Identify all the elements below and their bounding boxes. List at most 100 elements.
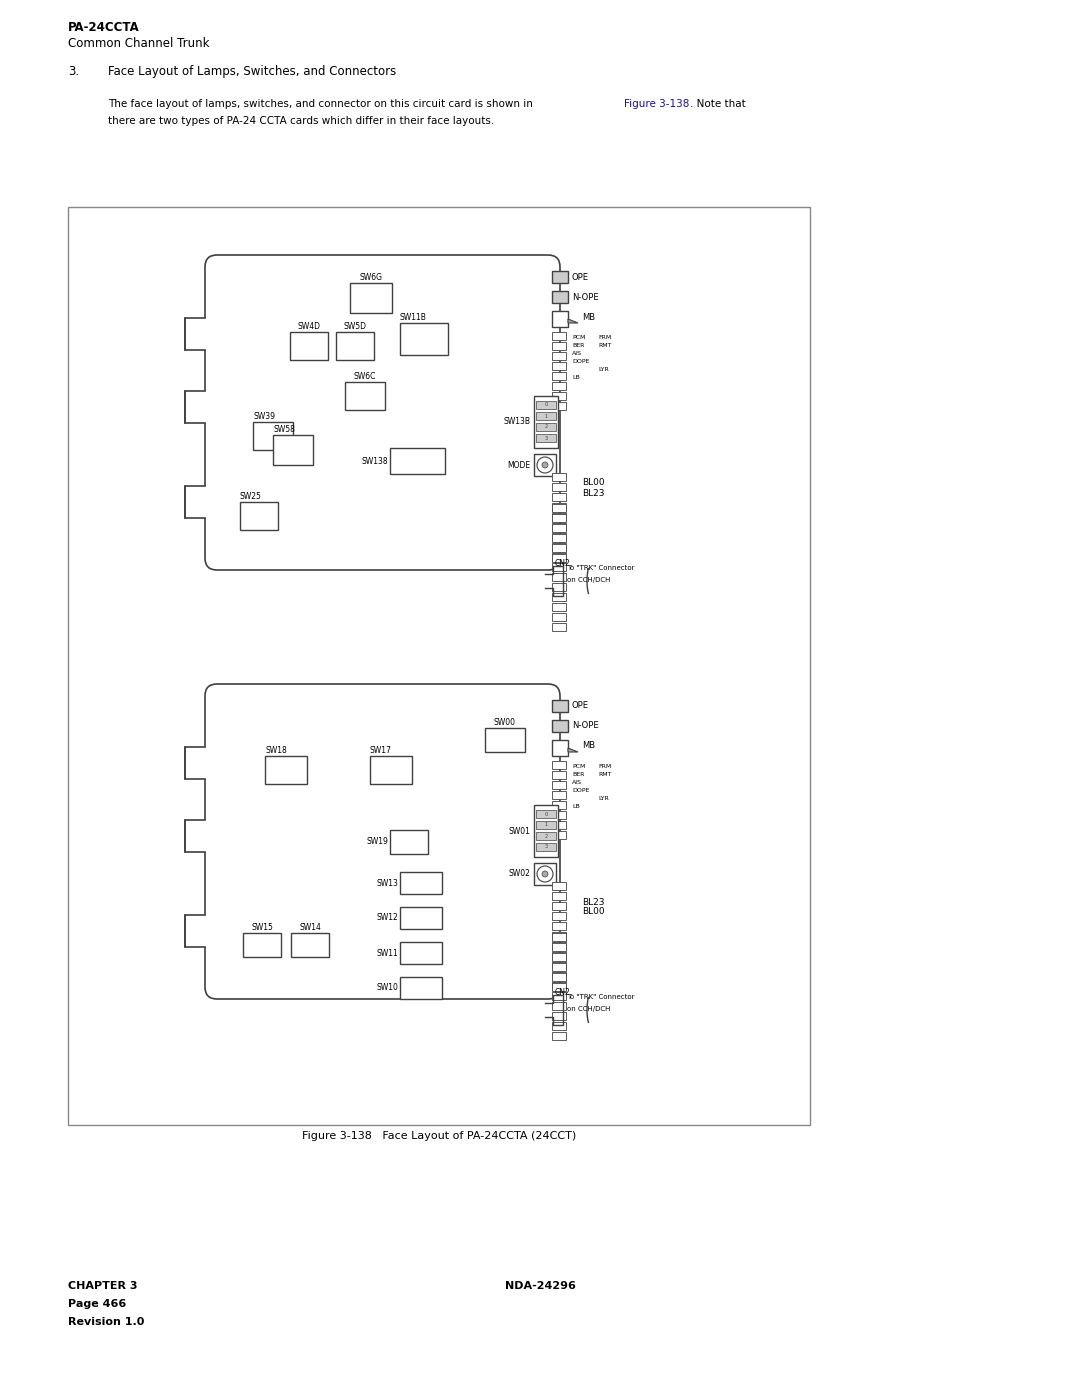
Bar [552, 613, 566, 622]
Text: The face layout of lamps, switches, and connector on this circuit card is shown : The face layout of lamps, switches, and … [108, 99, 536, 109]
FancyBboxPatch shape [205, 256, 561, 570]
Text: SW11B: SW11B [400, 313, 427, 321]
Bar [536, 434, 556, 441]
Bar [536, 412, 556, 420]
Text: SW25: SW25 [240, 492, 261, 502]
Bar [68, 207, 810, 1125]
Bar [204, 391, 226, 423]
Bar [534, 454, 556, 476]
Bar [552, 800, 566, 809]
Bar [204, 747, 226, 780]
Bar [552, 740, 568, 756]
Bar [552, 514, 566, 522]
Bar [253, 422, 293, 450]
Bar [552, 791, 566, 799]
Text: 3: 3 [544, 845, 548, 849]
Text: OPE: OPE [572, 272, 589, 282]
Bar [400, 907, 442, 929]
Text: SW58: SW58 [273, 425, 295, 434]
Text: RMT: RMT [598, 344, 611, 348]
Bar [552, 1002, 566, 1010]
Bar [552, 771, 566, 780]
Text: 3.: 3. [68, 66, 79, 78]
Text: SW01: SW01 [508, 827, 530, 835]
Bar [345, 381, 384, 409]
Bar [536, 821, 556, 828]
Circle shape [542, 870, 548, 877]
Polygon shape [568, 747, 578, 752]
Bar [552, 504, 566, 511]
Text: To "TRK" Connector: To "TRK" Connector [567, 995, 635, 1000]
Bar [552, 534, 566, 541]
Text: Common Channel Trunk: Common Channel Trunk [68, 36, 210, 50]
Bar [552, 583, 566, 591]
Text: BL00: BL00 [582, 478, 605, 488]
Bar [370, 756, 411, 784]
Text: Figure 3-138: Figure 3-138 [624, 99, 689, 109]
Bar [552, 983, 566, 990]
Bar [552, 992, 566, 1000]
Bar [536, 833, 556, 840]
Bar [534, 805, 558, 856]
Text: 1: 1 [544, 823, 548, 827]
Bar [552, 953, 566, 961]
FancyBboxPatch shape [205, 685, 561, 999]
Bar [552, 381, 566, 390]
Text: BER: BER [572, 344, 584, 348]
Bar [552, 963, 566, 970]
Text: SW14: SW14 [299, 923, 321, 932]
Text: Page 466: Page 466 [68, 1299, 126, 1309]
Bar [552, 943, 566, 951]
Bar [552, 352, 566, 360]
Text: . Note that: . Note that [690, 99, 746, 109]
Bar [552, 963, 566, 971]
Bar [552, 719, 568, 732]
Bar [552, 902, 566, 909]
Text: SW10: SW10 [376, 983, 399, 992]
Text: 0: 0 [544, 402, 548, 408]
Bar [552, 821, 566, 828]
Text: DOPE: DOPE [572, 788, 590, 793]
Bar [291, 332, 328, 360]
Text: LYR: LYR [598, 796, 609, 800]
Bar [552, 972, 566, 981]
Text: PA-24CCTA: PA-24CCTA [68, 21, 139, 34]
Bar [536, 423, 556, 432]
Circle shape [537, 457, 553, 474]
Text: SW6C: SW6C [354, 372, 376, 381]
Text: N-OPE: N-OPE [572, 292, 598, 302]
Bar [552, 893, 566, 900]
Bar [552, 503, 566, 511]
Text: 2: 2 [544, 425, 548, 429]
Text: SW39: SW39 [253, 412, 275, 420]
Text: BL23: BL23 [582, 898, 605, 907]
Bar [552, 761, 566, 768]
Bar [291, 933, 329, 957]
Text: SW12: SW12 [376, 914, 399, 922]
Bar [552, 1032, 566, 1039]
Bar [552, 623, 566, 631]
Circle shape [537, 866, 553, 882]
Bar [552, 831, 566, 840]
Text: Face Layout of Lamps, Switches, and Connectors: Face Layout of Lamps, Switches, and Conn… [108, 66, 396, 78]
Text: OPE: OPE [572, 701, 589, 711]
Text: N-OPE: N-OPE [572, 721, 598, 731]
Text: on CCH/DCH: on CCH/DCH [567, 577, 610, 583]
Bar [552, 604, 566, 610]
Text: FRM: FRM [598, 764, 611, 768]
Bar [552, 912, 566, 921]
Text: AIS: AIS [572, 351, 582, 356]
Bar [400, 942, 442, 964]
Text: SW02: SW02 [508, 869, 530, 879]
Bar [552, 332, 566, 339]
Bar [552, 592, 566, 601]
Text: DOPE: DOPE [572, 359, 590, 365]
Bar [350, 284, 392, 313]
Bar [536, 810, 556, 819]
Text: FRM: FRM [598, 335, 611, 339]
Bar [552, 522, 566, 531]
Bar [336, 332, 374, 360]
Text: SW19: SW19 [366, 837, 388, 847]
Bar [552, 342, 566, 351]
Bar [552, 563, 566, 571]
